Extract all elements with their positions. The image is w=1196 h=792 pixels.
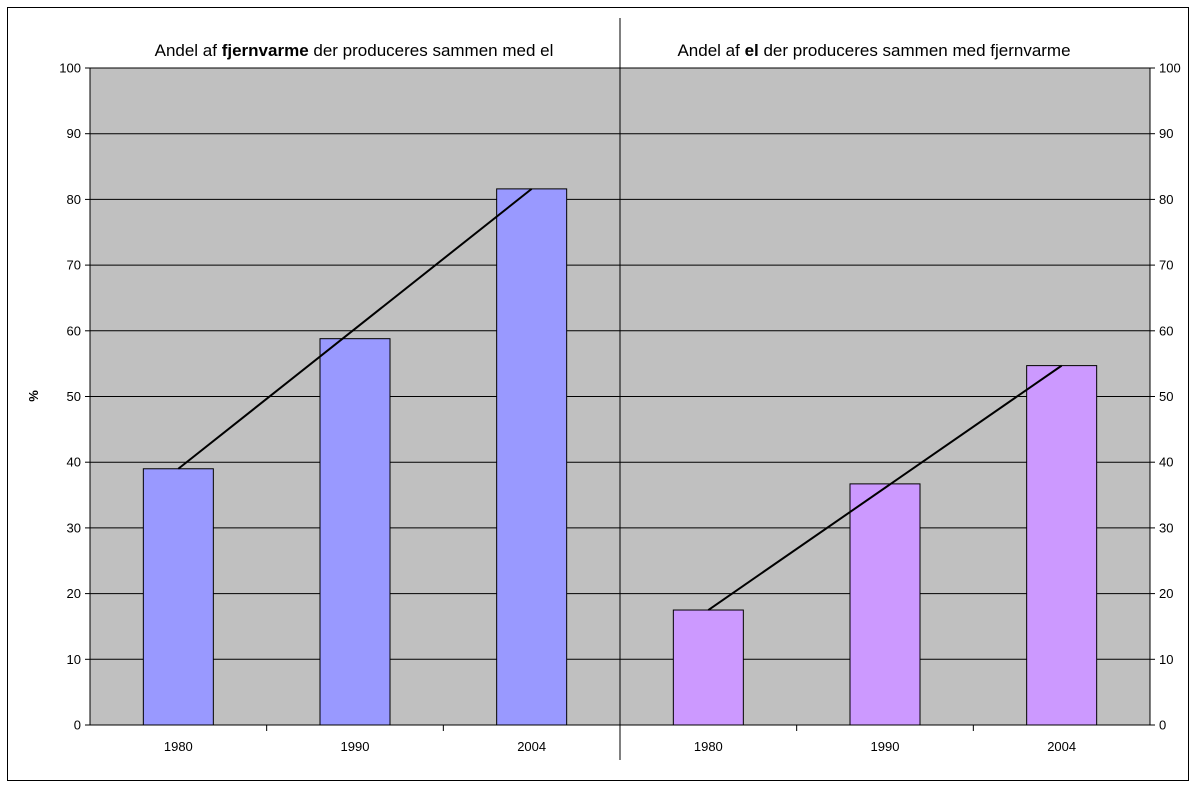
y-tick-label-right: 30 (1159, 520, 1173, 535)
bar (319, 338, 391, 726)
y-tick-label-right: 80 (1159, 192, 1173, 207)
y-tick-label-right: 10 (1159, 652, 1173, 667)
y-tick-label-left: 40 (67, 455, 81, 470)
title-right-prefix: Andel af (677, 41, 744, 60)
bars (142, 188, 1098, 726)
panel-title-left: Andel af fjernvarme der produceres samme… (155, 41, 554, 60)
bar (672, 609, 744, 726)
x-tick-label: 1980 (694, 739, 723, 754)
y-tick-label-left: 80 (67, 192, 81, 207)
y-tick-labels-right: 0 10 20 30 40 50 60 70 80 90 100 (1159, 61, 1181, 733)
y-tick-label-right: 90 (1159, 126, 1173, 141)
y-tick-label-left: 70 (67, 258, 81, 273)
axes (85, 18, 1155, 760)
y-tick-labels-left: 0 10 20 30 40 50 60 70 80 90 100 (59, 61, 81, 733)
y-tick-label-right: 50 (1159, 389, 1173, 404)
title-left-prefix: Andel af (155, 41, 222, 60)
x-tick-label: 1990 (341, 739, 370, 754)
x-tick-label: 2004 (517, 739, 546, 754)
x-tick-label: 2004 (1047, 739, 1076, 754)
y-tick-label-left: 100 (59, 61, 81, 76)
y-tick-label-right: 0 (1159, 718, 1166, 733)
y-tick-label-right: 60 (1159, 323, 1173, 338)
y-tick-label-left: 0 (74, 718, 81, 733)
bar (496, 188, 568, 726)
y-tick-label-right: 40 (1159, 455, 1173, 470)
x-tick-label: 1990 (871, 739, 900, 754)
panel-title-right: Andel af el der produceres sammen med fj… (677, 41, 1070, 60)
title-left-bold: fjernvarme (222, 41, 309, 60)
y-tick-label-left: 30 (67, 520, 81, 535)
trend-line (707, 364, 1063, 611)
trend-line (177, 188, 533, 470)
y-tick-label-left: 60 (67, 323, 81, 338)
y-tick-label-right: 100 (1159, 61, 1181, 76)
y-tick-label-left: 10 (67, 652, 81, 667)
bar (849, 483, 921, 726)
title-right-suffix: der produceres sammen med fjernvarme (759, 41, 1071, 60)
bar (1026, 365, 1098, 726)
y-tick-label-left: 90 (67, 126, 81, 141)
title-right-bold: el (745, 41, 759, 60)
y-tick-label-right: 20 (1159, 586, 1173, 601)
bar (142, 468, 214, 726)
trend-lines (177, 188, 1063, 611)
y-axis-label: % (26, 390, 41, 402)
y-tick-label-right: 70 (1159, 258, 1173, 273)
title-left-suffix: der produceres sammen med el (309, 41, 554, 60)
x-tick-labels: 1980 1990 2004 1980 1990 2004 (164, 739, 1076, 754)
y-tick-label-left: 20 (67, 586, 81, 601)
x-tick-label: 1980 (164, 739, 193, 754)
y-tick-label-left: 50 (67, 389, 81, 404)
